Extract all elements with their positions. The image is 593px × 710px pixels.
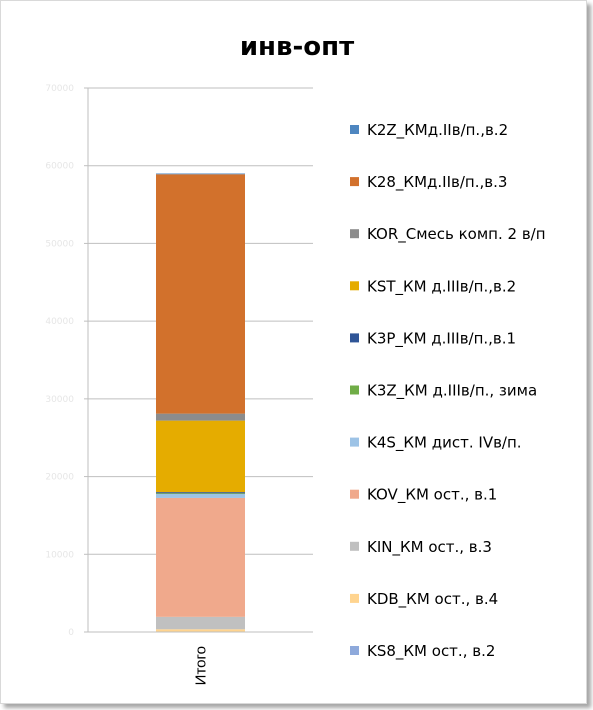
- legend-item: KOV_КМ ост., в.1: [350, 486, 497, 505]
- legend-item: K28_КМд.IIв/п.,в.3: [350, 173, 507, 192]
- legend-label: KS8_КМ ост., в.2: [367, 642, 495, 661]
- legend-item: K4S_КМ дист. IVв/п.: [350, 434, 522, 453]
- y-tick-label: 50000: [45, 239, 74, 249]
- bar-segment: [156, 493, 245, 495]
- legend-label: KST_КМ д.IIIв/п.,в.2: [367, 277, 516, 296]
- chart: инв-опт 0 10000 20000 30000 40000 50000 60000 7…: [45, 32, 546, 685]
- legend-item: KS8_КМ ост., в.2: [350, 642, 495, 661]
- y-tick-label: 70000: [45, 84, 74, 94]
- bar-segment: [156, 494, 245, 498]
- y-axis-ticks: 0 10000 20000 30000 40000 50000 60000 70000: [45, 84, 88, 638]
- legend-label: K3P_КМ д.IIIв/п.,в.1: [367, 329, 516, 348]
- bar-segment: [156, 629, 245, 632]
- y-tick-label: 0: [68, 628, 74, 638]
- legend-swatch: [350, 593, 359, 603]
- bar-segment: [156, 174, 245, 414]
- legend-swatch: [350, 437, 359, 447]
- legend-item: K2Z_КМд.IIв/п.,в.2: [350, 121, 508, 140]
- y-tick-label: 60000: [45, 162, 74, 172]
- legend-swatch: [350, 333, 359, 343]
- legend-swatch: [350, 385, 359, 395]
- bar-segment: [156, 616, 245, 630]
- legend-label: K3Z_КМ д.IIIв/п., зима: [367, 382, 537, 401]
- bar-segment: [156, 413, 245, 421]
- bar-segment: [156, 420, 245, 493]
- legend-label: K28_КМд.IIв/п.,в.3: [367, 173, 507, 192]
- legend: K2Z_КМд.IIв/п.,в.2 K28_КМд.IIв/п.,в.3 KOR_…: [350, 121, 546, 661]
- y-tick-label: 30000: [45, 395, 74, 405]
- y-tick-label: 40000: [45, 317, 74, 327]
- legend-item: K3Z_КМ д.IIIв/п., зима: [350, 382, 537, 401]
- legend-item: K3P_КМ д.IIIв/п.,в.1: [350, 329, 516, 348]
- x-category-label: Итого: [193, 646, 210, 685]
- bar-segment: [156, 173, 245, 175]
- legend-swatch: [350, 489, 359, 499]
- legend-item: KIN_КМ ост., в.3: [350, 538, 492, 557]
- bar-segment: [156, 497, 245, 617]
- legend-item: KST_КМ д.IIIв/п.,в.2: [350, 277, 516, 296]
- legend-item: KOR_Смесь комп. 2 в/п: [350, 225, 546, 244]
- legend-label: KIN_КМ ост., в.3: [367, 538, 492, 557]
- legend-label: KOR_Смесь комп. 2 в/п: [367, 225, 546, 244]
- x-axis-labels: Итого: [193, 646, 210, 685]
- legend-label: KOV_КМ ост., в.1: [367, 486, 497, 505]
- bars: [156, 173, 245, 633]
- legend-swatch: [350, 541, 359, 551]
- legend-swatch: [350, 177, 359, 187]
- y-tick-label: 20000: [45, 473, 74, 483]
- bar-segment: [156, 492, 245, 494]
- y-tick-label: 10000: [45, 550, 74, 560]
- legend-swatch: [350, 646, 359, 655]
- legend-swatch: [350, 125, 359, 134]
- legend-swatch: [350, 229, 359, 239]
- legend-swatch: [350, 281, 359, 291]
- chart-title: инв-опт: [240, 32, 354, 62]
- legend-label: KDB_КМ ост., в.4: [367, 590, 498, 609]
- legend-label: K4S_КМ дист. IVв/п.: [367, 434, 522, 453]
- legend-item: KDB_КМ ост., в.4: [350, 590, 498, 609]
- legend-label: K2Z_КМд.IIв/п.,в.2: [367, 121, 508, 140]
